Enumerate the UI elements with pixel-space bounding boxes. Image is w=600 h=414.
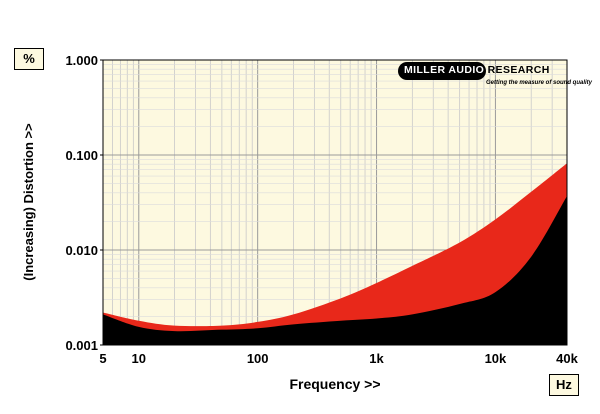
y-unit-label: % xyxy=(14,48,44,70)
series-2-area xyxy=(103,196,567,345)
y-tick-label: 0.010 xyxy=(65,243,98,258)
y-tick-label: 1.000 xyxy=(65,53,98,68)
plot-frame xyxy=(102,59,568,346)
x-tick-label: 1k xyxy=(369,351,384,366)
logo-name-white: MILLER AUDIO xyxy=(404,64,485,76)
x-tick-label: 10k xyxy=(485,351,507,366)
x-tick-label: 40k xyxy=(556,351,578,366)
x-axis-label: Frequency >> xyxy=(289,376,380,392)
logo-name-black: RESEARCH xyxy=(484,64,550,76)
y-axis-label: (Increasing) Distortion >> xyxy=(21,123,36,281)
logo-wordmark: MILLER AUDIO RESEARCH xyxy=(404,64,550,76)
x-tick-label: 5 xyxy=(99,351,106,366)
y-tick-label: 0.100 xyxy=(65,148,98,163)
x-tick-label: 100 xyxy=(247,351,269,366)
x-tick-labels: 5 10 100 1k 10k 40k xyxy=(99,351,578,366)
y-tick-labels: 0.001 0.010 0.100 1.000 xyxy=(65,53,103,353)
x-unit-label: Hz xyxy=(549,374,579,396)
x-tick-label: 10 xyxy=(132,351,146,366)
logo-pill xyxy=(398,62,486,80)
series-1-area xyxy=(103,163,567,345)
y-tick-label: 0.001 xyxy=(65,338,98,353)
logo-tagline: Getting the measure of sound quality xyxy=(486,80,593,86)
miller-audio-research-logo: MILLER AUDIO RESEARCH Getting the measur… xyxy=(398,62,592,92)
